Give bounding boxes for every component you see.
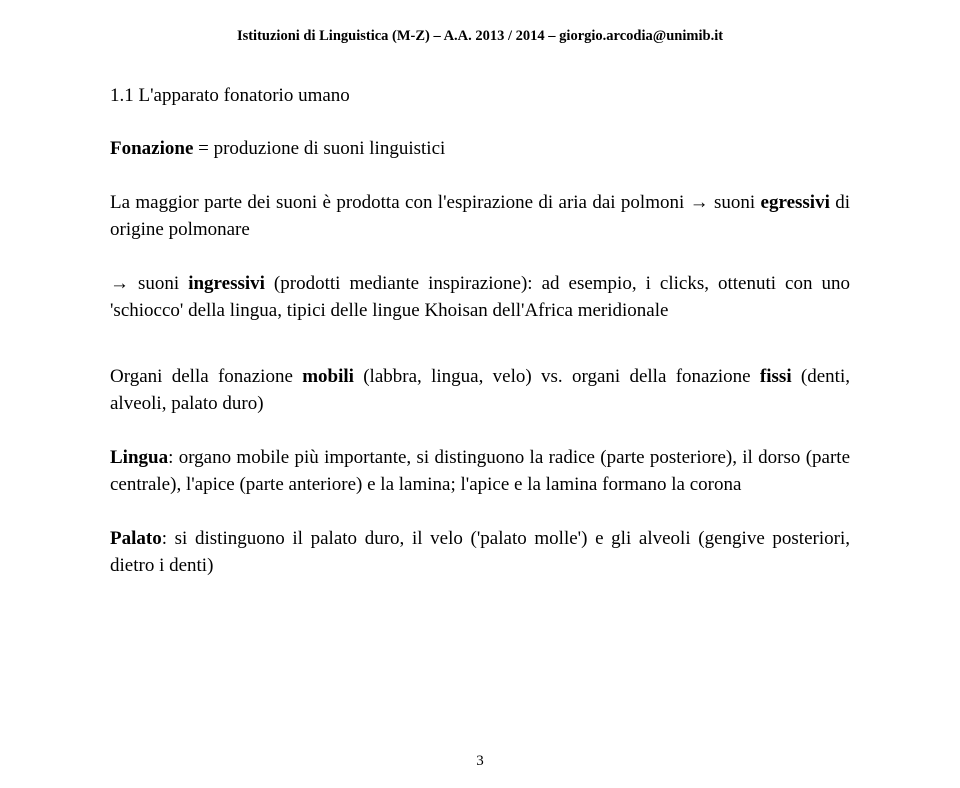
paragraph-fonazione: Fonazione = produzione di suoni linguist… xyxy=(110,135,850,163)
term-fonazione: Fonazione xyxy=(110,138,193,159)
text-segment: : organo mobile più importante, si disti… xyxy=(110,447,850,496)
text-segment: (labbra, lingua, velo) vs. organi della … xyxy=(354,366,760,387)
paragraph-lingua: Lingua: organo mobile più importante, si… xyxy=(110,444,850,499)
paragraph-egressivi: La maggior parte dei suoni è prodotta co… xyxy=(110,189,850,244)
text-segment: La maggior parte dei suoni è prodotta co… xyxy=(110,192,761,213)
paragraph-organi: Organi della fonazione mobili (labbra, l… xyxy=(110,363,850,418)
term-egressivi: egressivi xyxy=(761,192,830,213)
text-segment: : si distinguono il palato duro, il velo… xyxy=(110,528,850,577)
term-lingua: Lingua xyxy=(110,447,168,468)
text-segment: = produzione di suoni linguistici xyxy=(193,138,445,159)
term-fissi: fissi xyxy=(760,366,792,387)
paragraph-ingressivi: → suoni ingressivi (prodotti mediante in… xyxy=(110,270,850,325)
text-segment: → suoni xyxy=(110,273,188,294)
term-mobili: mobili xyxy=(302,366,354,387)
page-header: Istituzioni di Linguistica (M-Z) – A.A. … xyxy=(110,28,850,45)
section-title: 1.1 L'apparato fonatorio umano xyxy=(110,85,850,107)
text-segment: Organi della fonazione xyxy=(110,366,302,387)
term-palato: Palato xyxy=(110,528,162,549)
paragraph-palato: Palato: si distinguono il palato duro, i… xyxy=(110,525,850,580)
document-page: Istituzioni di Linguistica (M-Z) – A.A. … xyxy=(0,0,960,580)
page-number: 3 xyxy=(0,753,960,770)
term-ingressivi: ingressivi xyxy=(188,273,265,294)
